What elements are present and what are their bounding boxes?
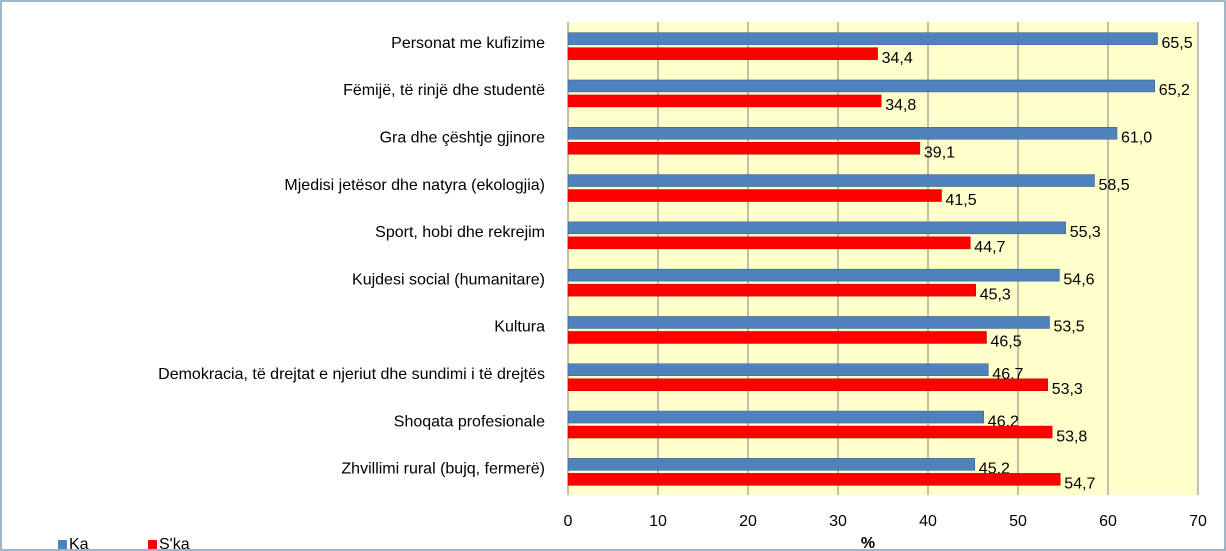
data-label: 34,8 (885, 97, 916, 114)
bar (567, 47, 878, 60)
data-label: 34,4 (882, 50, 913, 67)
y-tick-label: Sport, hobi dhe rekrejim (375, 224, 545, 241)
x-tick-label: 40 (919, 513, 937, 530)
bar (567, 32, 1158, 45)
bar (567, 458, 976, 471)
bar (567, 79, 1156, 93)
data-label: 46,5 (991, 334, 1022, 351)
legend-label: Ka (69, 536, 89, 551)
data-label: 53,3 (1052, 381, 1083, 398)
data-label: 65,2 (1159, 82, 1190, 99)
x-tick-label: 60 (1099, 513, 1117, 530)
legend-swatch (58, 540, 67, 549)
x-tick-label: 20 (739, 513, 757, 530)
data-label: 53,5 (1054, 319, 1085, 336)
y-tick-label: Personat me kufizime (391, 35, 545, 52)
y-tick-label: Mjedisi jetësor dhe natyra (ekologjia) (284, 177, 545, 194)
bar (567, 316, 1050, 329)
bar (567, 473, 1061, 486)
x-tick-label: 10 (649, 513, 667, 530)
bar (567, 331, 987, 344)
x-tick-label: 30 (829, 513, 847, 530)
legend-swatch (148, 540, 157, 549)
x-tick-label: 50 (1009, 513, 1027, 530)
y-tick-label: Kultura (494, 319, 545, 336)
plot-area (568, 22, 1198, 495)
data-label: 45,3 (980, 286, 1011, 303)
data-label: 41,5 (946, 192, 977, 209)
bar (567, 410, 985, 424)
x-tick-label: 70 (1189, 513, 1207, 530)
data-label: 54,6 (1063, 271, 1094, 288)
bar (567, 236, 971, 250)
bar (567, 268, 1060, 282)
data-label: 53,8 (1056, 428, 1087, 445)
y-tick-label: Gra dhe çështje gjinore (380, 129, 546, 146)
bar (567, 142, 921, 155)
data-label: 58,5 (1099, 177, 1130, 194)
bar (567, 425, 1053, 439)
bar (567, 174, 1095, 187)
y-tick-label: Zhvillimi rural (bujq, fermerë) (341, 461, 545, 478)
bar (567, 221, 1066, 235)
x-axis-label: % (861, 535, 875, 551)
data-label: 61,0 (1121, 129, 1152, 146)
bar (567, 283, 976, 297)
y-tick-label: Demokracia, të drejtat e njeriut dhe sun… (158, 366, 545, 383)
legend-label: S'ka (159, 536, 190, 551)
bar (567, 189, 942, 202)
bar (567, 363, 989, 376)
x-tick-label: 0 (564, 513, 573, 530)
y-tick-label: Kujdesi social (humanitare) (352, 271, 545, 288)
bar (567, 378, 1048, 391)
data-label: 44,7 (974, 239, 1005, 256)
data-label: 39,1 (924, 144, 955, 161)
y-tick-label: Shoqata profesionale (394, 413, 545, 430)
data-label: 65,5 (1162, 35, 1193, 52)
y-tick-label: Fëmijë, të rinjë dhe studentë (343, 82, 545, 99)
bar (567, 127, 1118, 140)
bar (567, 94, 882, 108)
data-label: 54,7 (1064, 476, 1095, 493)
data-label: 55,3 (1070, 224, 1101, 241)
